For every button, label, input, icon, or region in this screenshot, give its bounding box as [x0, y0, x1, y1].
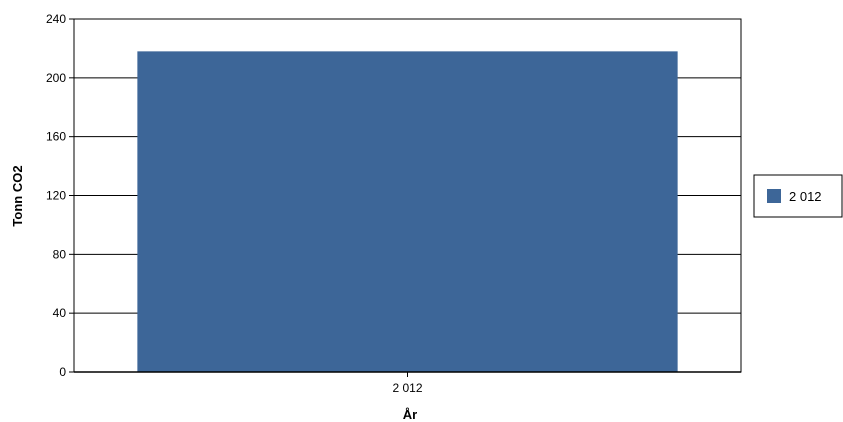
legend-label: 2 012: [789, 189, 822, 204]
x-axis-title: År: [403, 407, 417, 422]
y-tick-label: 80: [53, 247, 67, 261]
y-tick-label: 0: [59, 365, 66, 379]
y-tick-label: 200: [46, 71, 66, 85]
y-axis-ticks: 0 40 80 120 160 200 240: [46, 12, 74, 379]
y-tick-label: 160: [46, 130, 66, 144]
y-axis-title: Tonn CO2: [10, 165, 25, 226]
y-tick-label: 40: [53, 306, 67, 320]
bar: [137, 51, 678, 372]
x-axis-ticks: 2 012: [392, 372, 423, 395]
legend: 2 012: [753, 174, 843, 218]
x-tick-label: 2 012: [392, 381, 422, 395]
y-tick-label: 240: [46, 12, 66, 26]
y-tick-label: 120: [46, 189, 66, 203]
legend-swatch: [767, 189, 781, 203]
bars: [137, 51, 678, 372]
